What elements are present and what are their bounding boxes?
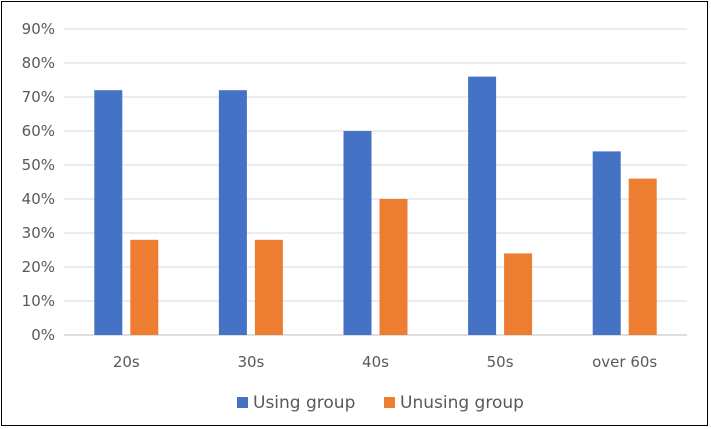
gridlines	[64, 28, 687, 336]
x-tick-label: 50s	[487, 353, 514, 371]
x-axis-ticks: 20s 30s 40s 50s over 60s	[113, 353, 658, 371]
x-tick-label: 20s	[113, 353, 140, 371]
y-tick-label: 30%	[22, 224, 55, 242]
y-tick-label: 70%	[22, 88, 55, 106]
legend-label: Using group	[253, 393, 355, 413]
y-tick-label: 50%	[22, 156, 55, 174]
bar-unusing-over-60s	[628, 178, 657, 335]
legend: Using group Unusing group	[237, 393, 524, 413]
y-tick-label: 80%	[22, 54, 55, 72]
y-tick-label: 0%	[31, 326, 55, 344]
bar-using-40s	[343, 131, 372, 335]
x-tick-label: over 60s	[592, 353, 657, 371]
bar-using-20s	[94, 90, 123, 335]
bar-using-over-60s	[592, 151, 621, 335]
y-tick-label: 60%	[22, 122, 55, 140]
y-tick-label: 90%	[22, 20, 55, 38]
legend-swatch	[237, 397, 248, 408]
bars	[94, 76, 657, 335]
x-tick-label: 30s	[237, 353, 264, 371]
x-tick-label: 40s	[362, 353, 389, 371]
y-axis-ticks: 0% 10% 20% 30% 40% 50% 60% 70% 80% 90%	[22, 20, 55, 344]
legend-swatch	[384, 397, 395, 408]
bar-unusing-50s	[504, 253, 533, 335]
bar-using-50s	[468, 76, 497, 335]
y-tick-label: 20%	[22, 258, 55, 276]
legend-label: Unusing group	[400, 393, 524, 413]
bar-unusing-40s	[379, 199, 408, 335]
y-tick-label: 10%	[22, 292, 55, 310]
bar-unusing-30s	[254, 239, 283, 335]
bar-unusing-20s	[130, 239, 159, 335]
bar-using-30s	[218, 90, 247, 335]
y-tick-label: 40%	[22, 190, 55, 208]
